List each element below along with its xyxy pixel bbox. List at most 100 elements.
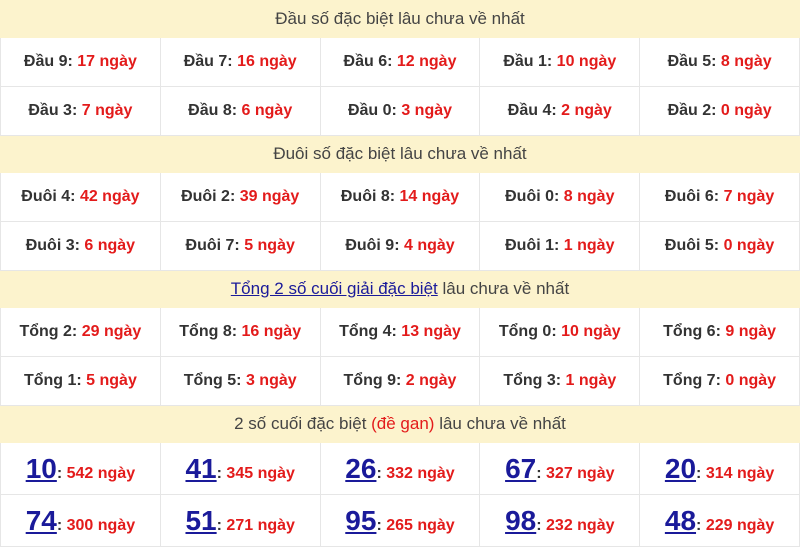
stat-cell: Đuôi 9: 4 ngày bbox=[319, 221, 481, 271]
stat-cell: 95: 265 ngày bbox=[319, 494, 481, 547]
stat-cell: Tổng 0: 10 ngày bbox=[479, 307, 641, 357]
number-link[interactable]: 74 bbox=[25, 504, 57, 536]
stat-label: Đuôi 3: bbox=[25, 237, 80, 254]
section-title-text: lâu chưa về nhất bbox=[434, 414, 566, 433]
number-link[interactable]: 67 bbox=[505, 452, 537, 484]
stat-value: 16 ngày bbox=[237, 53, 297, 70]
stat-label: Đầu 4: bbox=[507, 102, 557, 119]
section-title-link[interactable]: Tổng 2 số cuối giải đặc biệt bbox=[230, 279, 438, 298]
stat-cell: Đầu 3: 7 ngày bbox=[0, 86, 161, 136]
stat-cell: 41: 345 ngày bbox=[159, 442, 321, 495]
stat-cell: Đầu 1: 10 ngày bbox=[479, 37, 641, 87]
stat-cell: 48: 229 ngày bbox=[639, 494, 800, 547]
stat-cell: Đầu 2: 0 ngày bbox=[639, 86, 800, 136]
section-header: 2 số cuối đặc biệt (đề gan) lâu chưa về … bbox=[0, 405, 800, 443]
stat-label: Đầu 7: bbox=[183, 53, 233, 70]
stat-label: Đuôi 7: bbox=[185, 237, 240, 254]
stat-cell: Đầu 9: 17 ngày bbox=[0, 37, 161, 87]
stat-label: Đuôi 4: bbox=[21, 188, 76, 205]
stat-label: Đầu 6: bbox=[343, 53, 393, 70]
stat-cell: Tổng 2: 29 ngày bbox=[0, 307, 161, 357]
stat-label: Đầu 2: bbox=[667, 102, 717, 119]
stat-value: 229 ngày bbox=[705, 516, 775, 534]
stat-cell: 26: 332 ngày bbox=[319, 442, 481, 495]
stat-label: Đuôi 5: bbox=[664, 237, 720, 254]
stat-value: 10 ngày bbox=[561, 323, 621, 340]
stat-label: Tổng 8: bbox=[179, 323, 238, 340]
stat-label: Tổng 4: bbox=[339, 323, 397, 340]
number-link[interactable]: 41 bbox=[185, 452, 217, 484]
stat-cell: 20: 314 ngày bbox=[639, 442, 800, 495]
section-title-highlight: (đề gan) bbox=[371, 414, 435, 433]
stat-value: 14 ngày bbox=[399, 188, 460, 205]
stat-value: 327 ngày bbox=[546, 464, 615, 482]
section-title: Tổng 2 số cuối giải đặc biệt lâu chưa về… bbox=[0, 270, 800, 308]
number-link[interactable]: 20 bbox=[664, 452, 697, 484]
stat-label: Đầu 0: bbox=[347, 102, 397, 119]
table-row: Đuôi 3: 6 ngày Đuôi 7: 5 ngày Đuôi 9: 4 ng… bbox=[0, 221, 800, 271]
stat-cell: Đuôi 1: 1 ngày bbox=[479, 221, 641, 271]
section-title: Đầu số đặc biệt lâu chưa về nhất bbox=[0, 0, 800, 38]
stat-value: 2 ngày bbox=[561, 102, 612, 119]
section-title: Đuôi số đặc biệt lâu chưa về nhất bbox=[0, 135, 800, 173]
stat-value: 9 ngày bbox=[725, 323, 777, 340]
stat-cell: 67: 327 ngày bbox=[479, 442, 641, 495]
section-header: Tổng 2 số cuối giải đặc biệt lâu chưa về… bbox=[0, 270, 800, 308]
stat-label: Tổng 2: bbox=[19, 323, 78, 340]
number-link[interactable]: 95 bbox=[345, 504, 377, 536]
table-row: Đầu 9: 17 ngày Đầu 7: 16 ngày Đầu 6: 12 ng… bbox=[0, 37, 800, 87]
section-title-text: 2 số cuối đặc biệt bbox=[234, 414, 372, 433]
stat-cell: Đầu 7: 16 ngày bbox=[159, 37, 321, 87]
number-link[interactable]: 48 bbox=[664, 504, 697, 536]
stat-label: Đuôi 9: bbox=[345, 237, 400, 254]
stat-cell: Tổng 5: 3 ngày bbox=[159, 356, 321, 406]
stat-label: Đầu 3: bbox=[28, 102, 78, 119]
number-link[interactable]: 98 bbox=[505, 504, 537, 536]
stat-label: Tổng 3: bbox=[503, 372, 562, 389]
table-row: Tổng 2: 29 ngày Tổng 8: 16 ngày Tổng 4: 13… bbox=[0, 307, 800, 357]
number-link[interactable]: 26 bbox=[345, 452, 377, 484]
section-title-text: lâu chưa về nhất bbox=[437, 279, 570, 298]
stat-value: 6 ngày bbox=[241, 102, 293, 119]
stat-label: Tổng 1: bbox=[23, 372, 82, 389]
stat-cell: Tổng 6: 9 ngày bbox=[639, 307, 800, 357]
stat-value: 8 ngày bbox=[720, 53, 772, 70]
stat-value: 4 ngày bbox=[403, 237, 455, 254]
stat-value: 1 ngày bbox=[563, 237, 615, 254]
section-title: 2 số cuối đặc biệt (đề gan) lâu chưa về … bbox=[0, 405, 800, 443]
stat-value: 314 ngày bbox=[705, 464, 775, 482]
stat-label: Tổng 5: bbox=[183, 372, 242, 389]
stat-value: 2 ngày bbox=[405, 372, 457, 389]
stat-label: Tổng 9: bbox=[343, 372, 402, 389]
stat-value: 5 ngày bbox=[244, 237, 295, 254]
section-header: Đuôi số đặc biệt lâu chưa về nhất bbox=[0, 135, 800, 173]
stat-value: 332 ngày bbox=[386, 464, 455, 482]
stat-value: 17 ngày bbox=[77, 53, 137, 70]
stat-cell: 51: 271 ngày bbox=[159, 494, 321, 547]
number-link[interactable]: 10 bbox=[25, 452, 57, 484]
stat-cell: Đuôi 3: 6 ngày bbox=[0, 221, 161, 271]
table-row: 74: 300 ngày 51: 271 ngày 95: 265 ngày 98: … bbox=[0, 494, 800, 547]
stat-value: 39 ngày bbox=[239, 188, 300, 205]
stat-value: 300 ngày bbox=[66, 516, 136, 534]
stat-cell: Đuôi 8: 14 ngày bbox=[319, 172, 481, 222]
stat-label: Đầu 5: bbox=[667, 53, 717, 70]
stat-label: Tổng 7: bbox=[663, 372, 721, 389]
stat-value: 3 ngày bbox=[401, 102, 453, 119]
table-row: Đuôi 4: 42 ngày Đuôi 2: 39 ngày Đuôi 8: 14… bbox=[0, 172, 800, 222]
stat-label: Đầu 8: bbox=[188, 102, 238, 119]
stat-cell: Tổng 9: 2 ngày bbox=[319, 356, 481, 406]
stat-value: 271 ngày bbox=[226, 516, 295, 534]
table-row: Đầu 3: 7 ngày Đầu 8: 6 ngày Đầu 0: 3 ngày Đ… bbox=[0, 86, 800, 136]
stat-cell: Đầu 5: 8 ngày bbox=[639, 37, 800, 87]
stat-label: Tổng 0: bbox=[498, 323, 557, 340]
stat-value: 29 ngày bbox=[81, 323, 142, 340]
stat-value: 16 ngày bbox=[241, 323, 302, 340]
stat-value: 5 ngày bbox=[86, 372, 137, 389]
number-link[interactable]: 51 bbox=[185, 504, 217, 536]
table-row: 10: 542 ngày 41: 345 ngày 26: 332 ngày 67: … bbox=[0, 442, 800, 495]
stat-cell: Đuôi 5: 0 ngày bbox=[639, 221, 800, 271]
stat-value: 0 ngày bbox=[723, 237, 775, 254]
stat-value: 265 ngày bbox=[386, 516, 455, 534]
